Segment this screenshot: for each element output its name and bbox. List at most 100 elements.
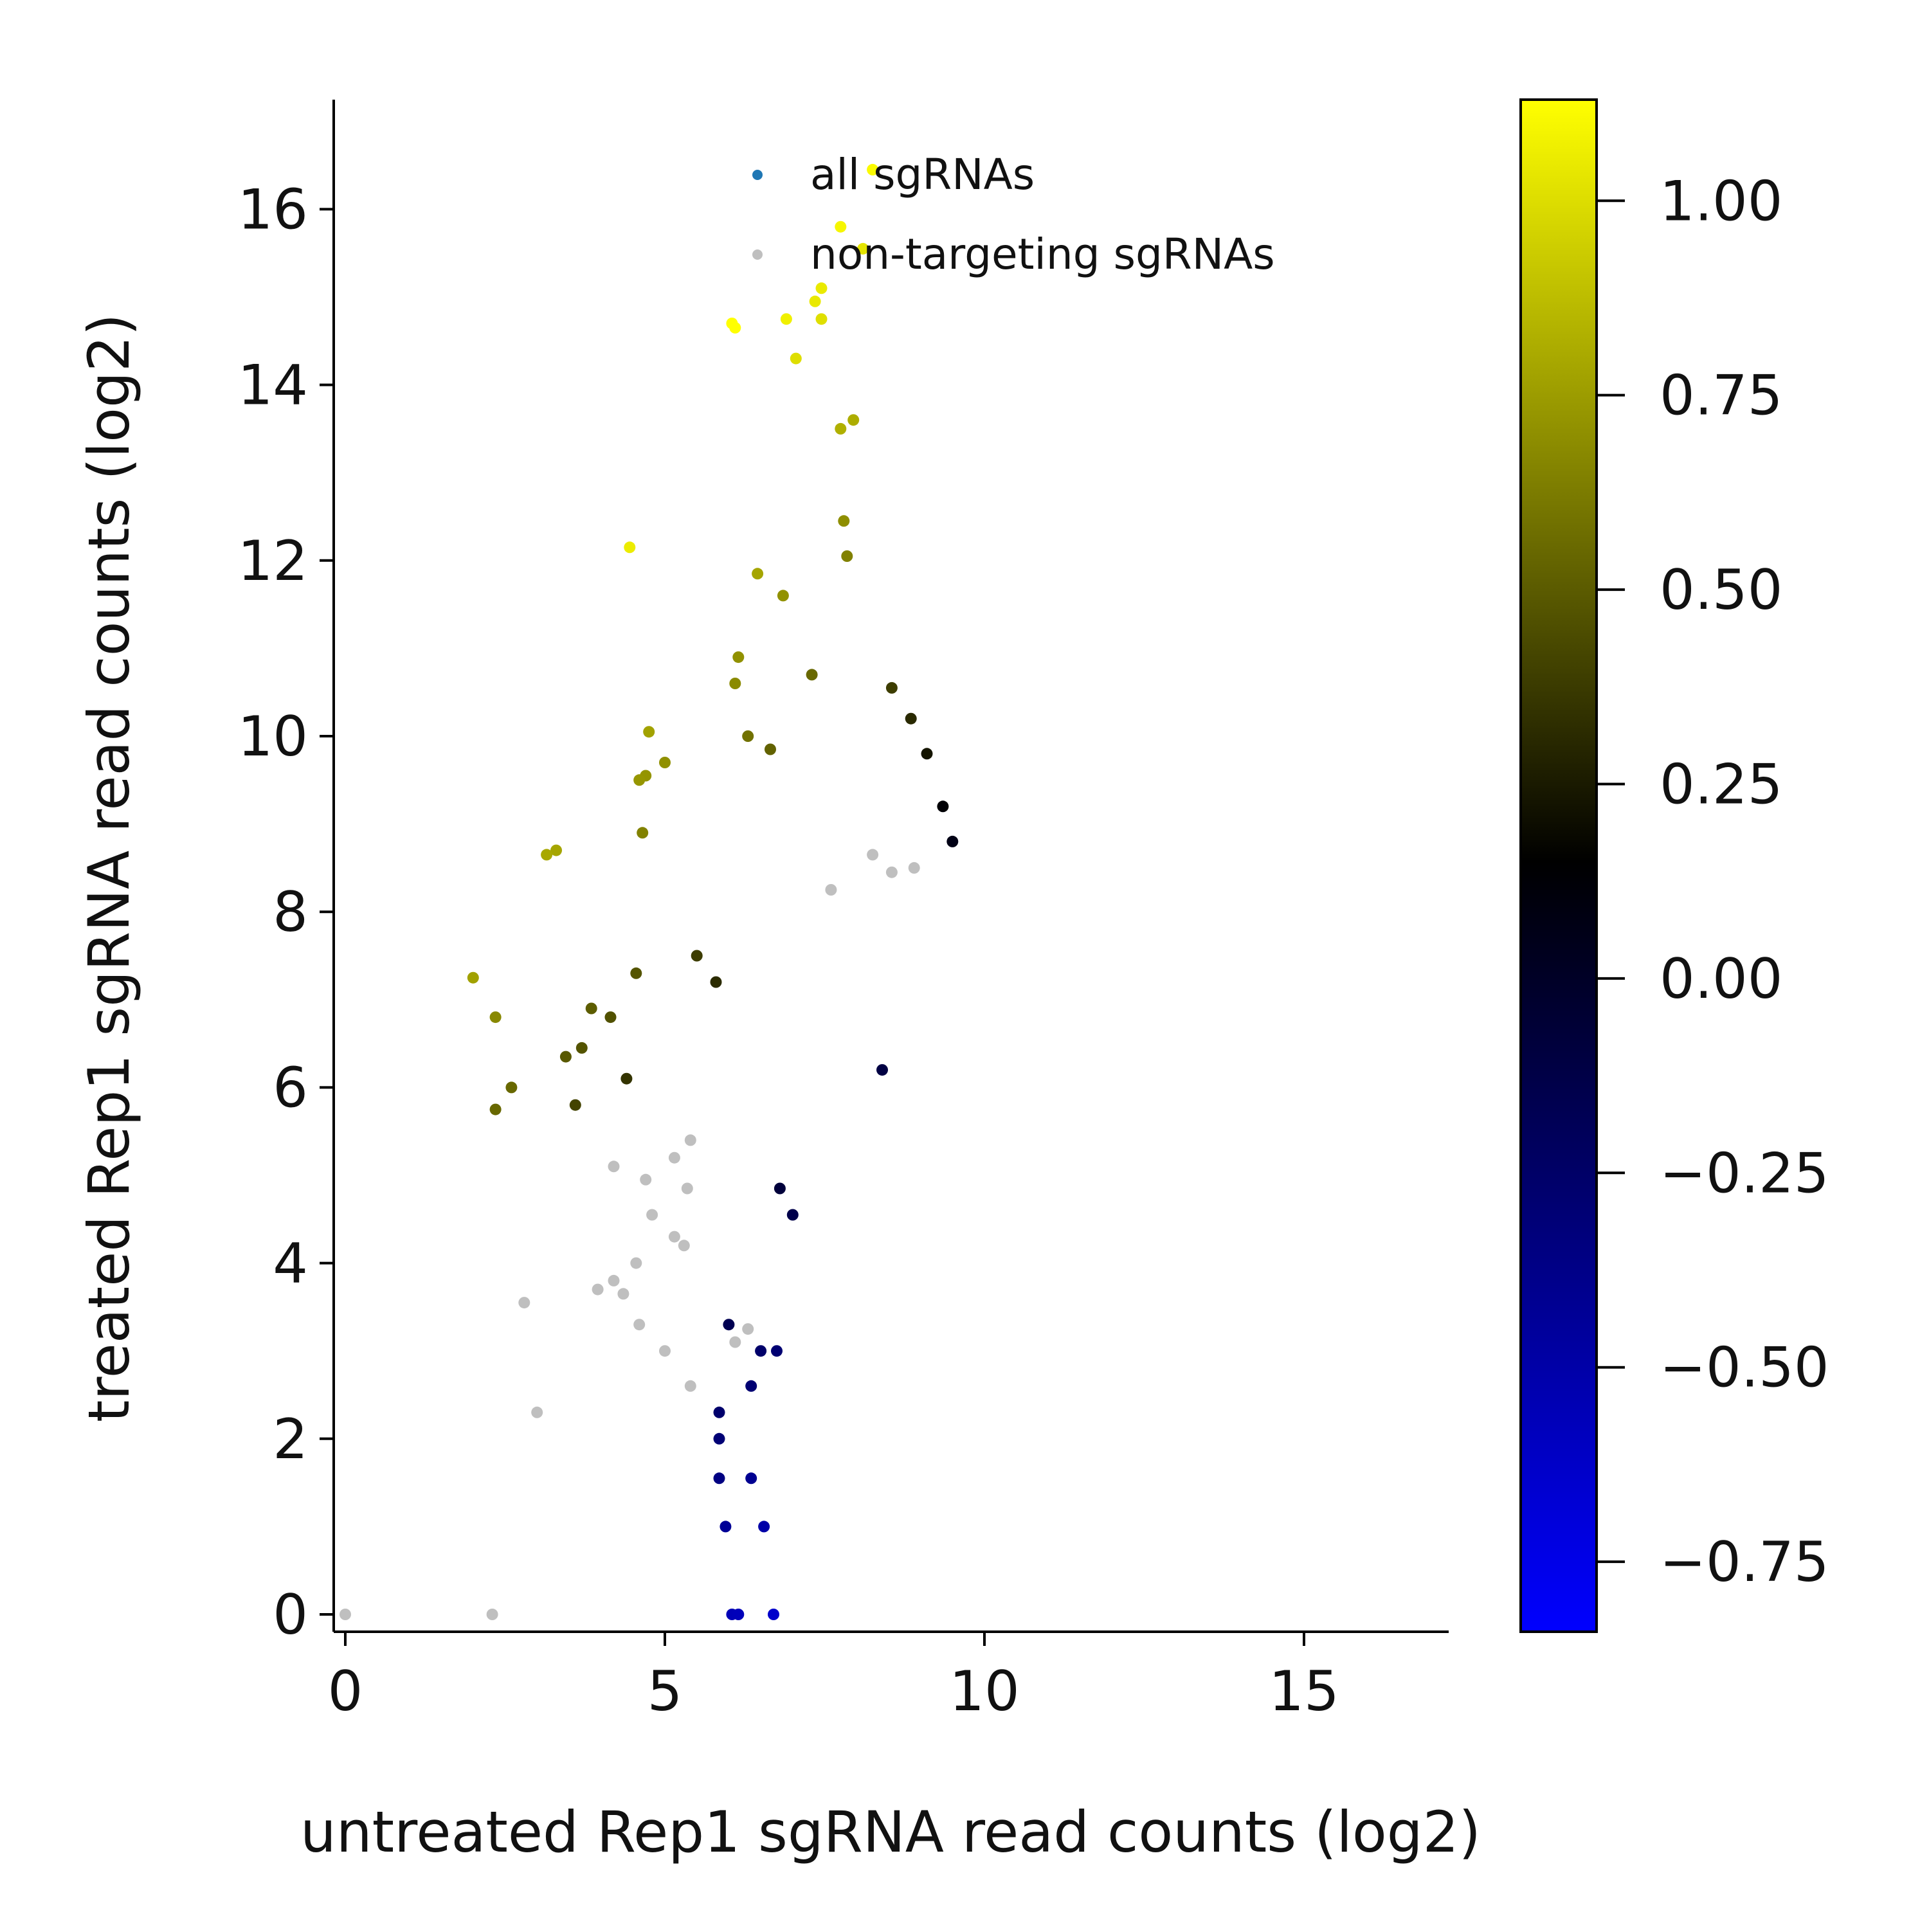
point-non-targeting [518,1297,530,1309]
point-all-sgrna [742,730,754,742]
point-all-sgrna [841,550,853,562]
point-all-sgrna [541,849,553,861]
point-all-sgrna [729,321,741,334]
point-all-sgrna [550,844,562,856]
point-non-targeting [729,1336,741,1348]
data-points [340,163,959,1620]
axes: 0 5 10 15 0 2 4 6 8 10 12 14 16 untreated Rep1 sgRNA … [76,100,1481,1865]
point-all-sgrna [713,1472,725,1485]
point-non-targeting [867,849,879,861]
point-all-sgrna [723,1319,735,1331]
y-tick-label: 14 [238,354,308,418]
point-all-sgrna [885,682,898,694]
x-axis-title: untreated Rep1 sgRNA read counts (log2) [300,1799,1481,1865]
point-all-sgrna [876,1064,888,1076]
point-non-targeting [659,1345,671,1357]
colorbar-tick-label: −0.50 [1660,1336,1829,1400]
y-tick-label: 12 [238,529,308,593]
colorbar-tick-label: 1.00 [1660,169,1782,233]
point-all-sgrna [745,1472,757,1485]
point-all-sgrna [620,1072,633,1085]
point-all-sgrna [643,726,655,738]
point-all-sgrna [809,295,821,307]
y-tick-label: 8 [273,880,308,944]
colorbar-tick-label: −0.25 [1660,1141,1829,1205]
point-non-targeting [646,1209,658,1221]
point-non-targeting [617,1288,629,1300]
point-all-sgrna [624,541,636,554]
point-non-targeting [630,1257,642,1269]
point-all-sgrna [659,757,671,768]
point-non-targeting [684,1134,696,1146]
point-all-sgrna [505,1081,518,1094]
point-all-sgrna [710,976,722,988]
point-all-sgrna [604,1011,617,1024]
point-all-sgrna [835,422,847,435]
point-all-sgrna [774,1182,786,1195]
point-all-sgrna [758,1521,770,1533]
legend-label-all-sgrnas: all sgRNAs [810,150,1035,199]
point-non-targeting [825,884,837,896]
point-all-sgrna [857,242,869,255]
x-tick-label: 15 [1269,1659,1339,1724]
point-all-sgrna [905,712,917,725]
point-all-sgrna [765,743,776,755]
y-tick-label: 2 [273,1407,308,1472]
point-all-sgrna [559,1051,572,1063]
point-all-sgrna [780,313,792,325]
point-all-sgrna [569,1099,581,1111]
point-non-targeting [885,866,898,878]
point-all-sgrna [806,669,818,681]
legend-marker-non-targeting [752,249,763,260]
point-all-sgrna [637,827,649,839]
y-tick-label: 16 [238,177,308,242]
point-all-sgrna [713,1406,725,1418]
colorbar-tick-label: 0.75 [1660,364,1782,428]
point-non-targeting [486,1609,498,1620]
point-all-sgrna [489,1103,502,1115]
point-all-sgrna [838,515,850,527]
point-all-sgrna [771,1345,783,1357]
point-all-sgrna [815,313,828,325]
point-all-sgrna [729,678,741,689]
point-all-sgrna [815,282,828,294]
point-all-sgrna [745,1380,757,1392]
point-non-targeting [678,1240,690,1252]
x-tick-label: 10 [949,1659,1019,1724]
point-all-sgrna [946,835,959,847]
colorbar-gradient [1519,98,1598,1633]
legend-label-non-targeting: non-targeting sgRNAs [810,230,1275,279]
point-non-targeting [684,1380,696,1392]
point-all-sgrna [630,967,642,979]
y-tick-label: 10 [238,705,308,769]
point-all-sgrna [921,748,933,760]
point-non-targeting [681,1182,693,1195]
y-tick-label: 6 [273,1056,308,1120]
point-all-sgrna [867,163,879,176]
point-all-sgrna [752,568,764,580]
colorbar-tick-label: 0.25 [1660,752,1782,817]
y-tick-label: 4 [273,1232,308,1296]
x-tick-label: 5 [648,1659,683,1724]
point-non-targeting [640,1173,652,1186]
point-all-sgrna [732,1609,745,1620]
point-non-targeting [531,1406,543,1418]
legend: all sgRNAs non-targeting sgRNAs [752,150,1275,279]
point-non-targeting [592,1283,604,1296]
y-tick-label: 0 [273,1583,308,1647]
point-all-sgrna [633,774,646,786]
point-all-sgrna [777,590,789,602]
point-all-sgrna [835,221,847,233]
colorbar-tick-label: 0.50 [1660,558,1782,622]
point-all-sgrna [713,1432,725,1445]
point-all-sgrna [691,950,703,962]
colorbar-tick-label: 0.00 [1660,947,1782,1011]
point-all-sgrna [790,352,802,365]
point-all-sgrna [489,1011,502,1024]
colorbar-tick-label: −0.75 [1660,1530,1829,1594]
legend-marker-all-sgrnas [752,170,763,180]
point-non-targeting [668,1231,680,1243]
point-non-targeting [340,1609,351,1620]
